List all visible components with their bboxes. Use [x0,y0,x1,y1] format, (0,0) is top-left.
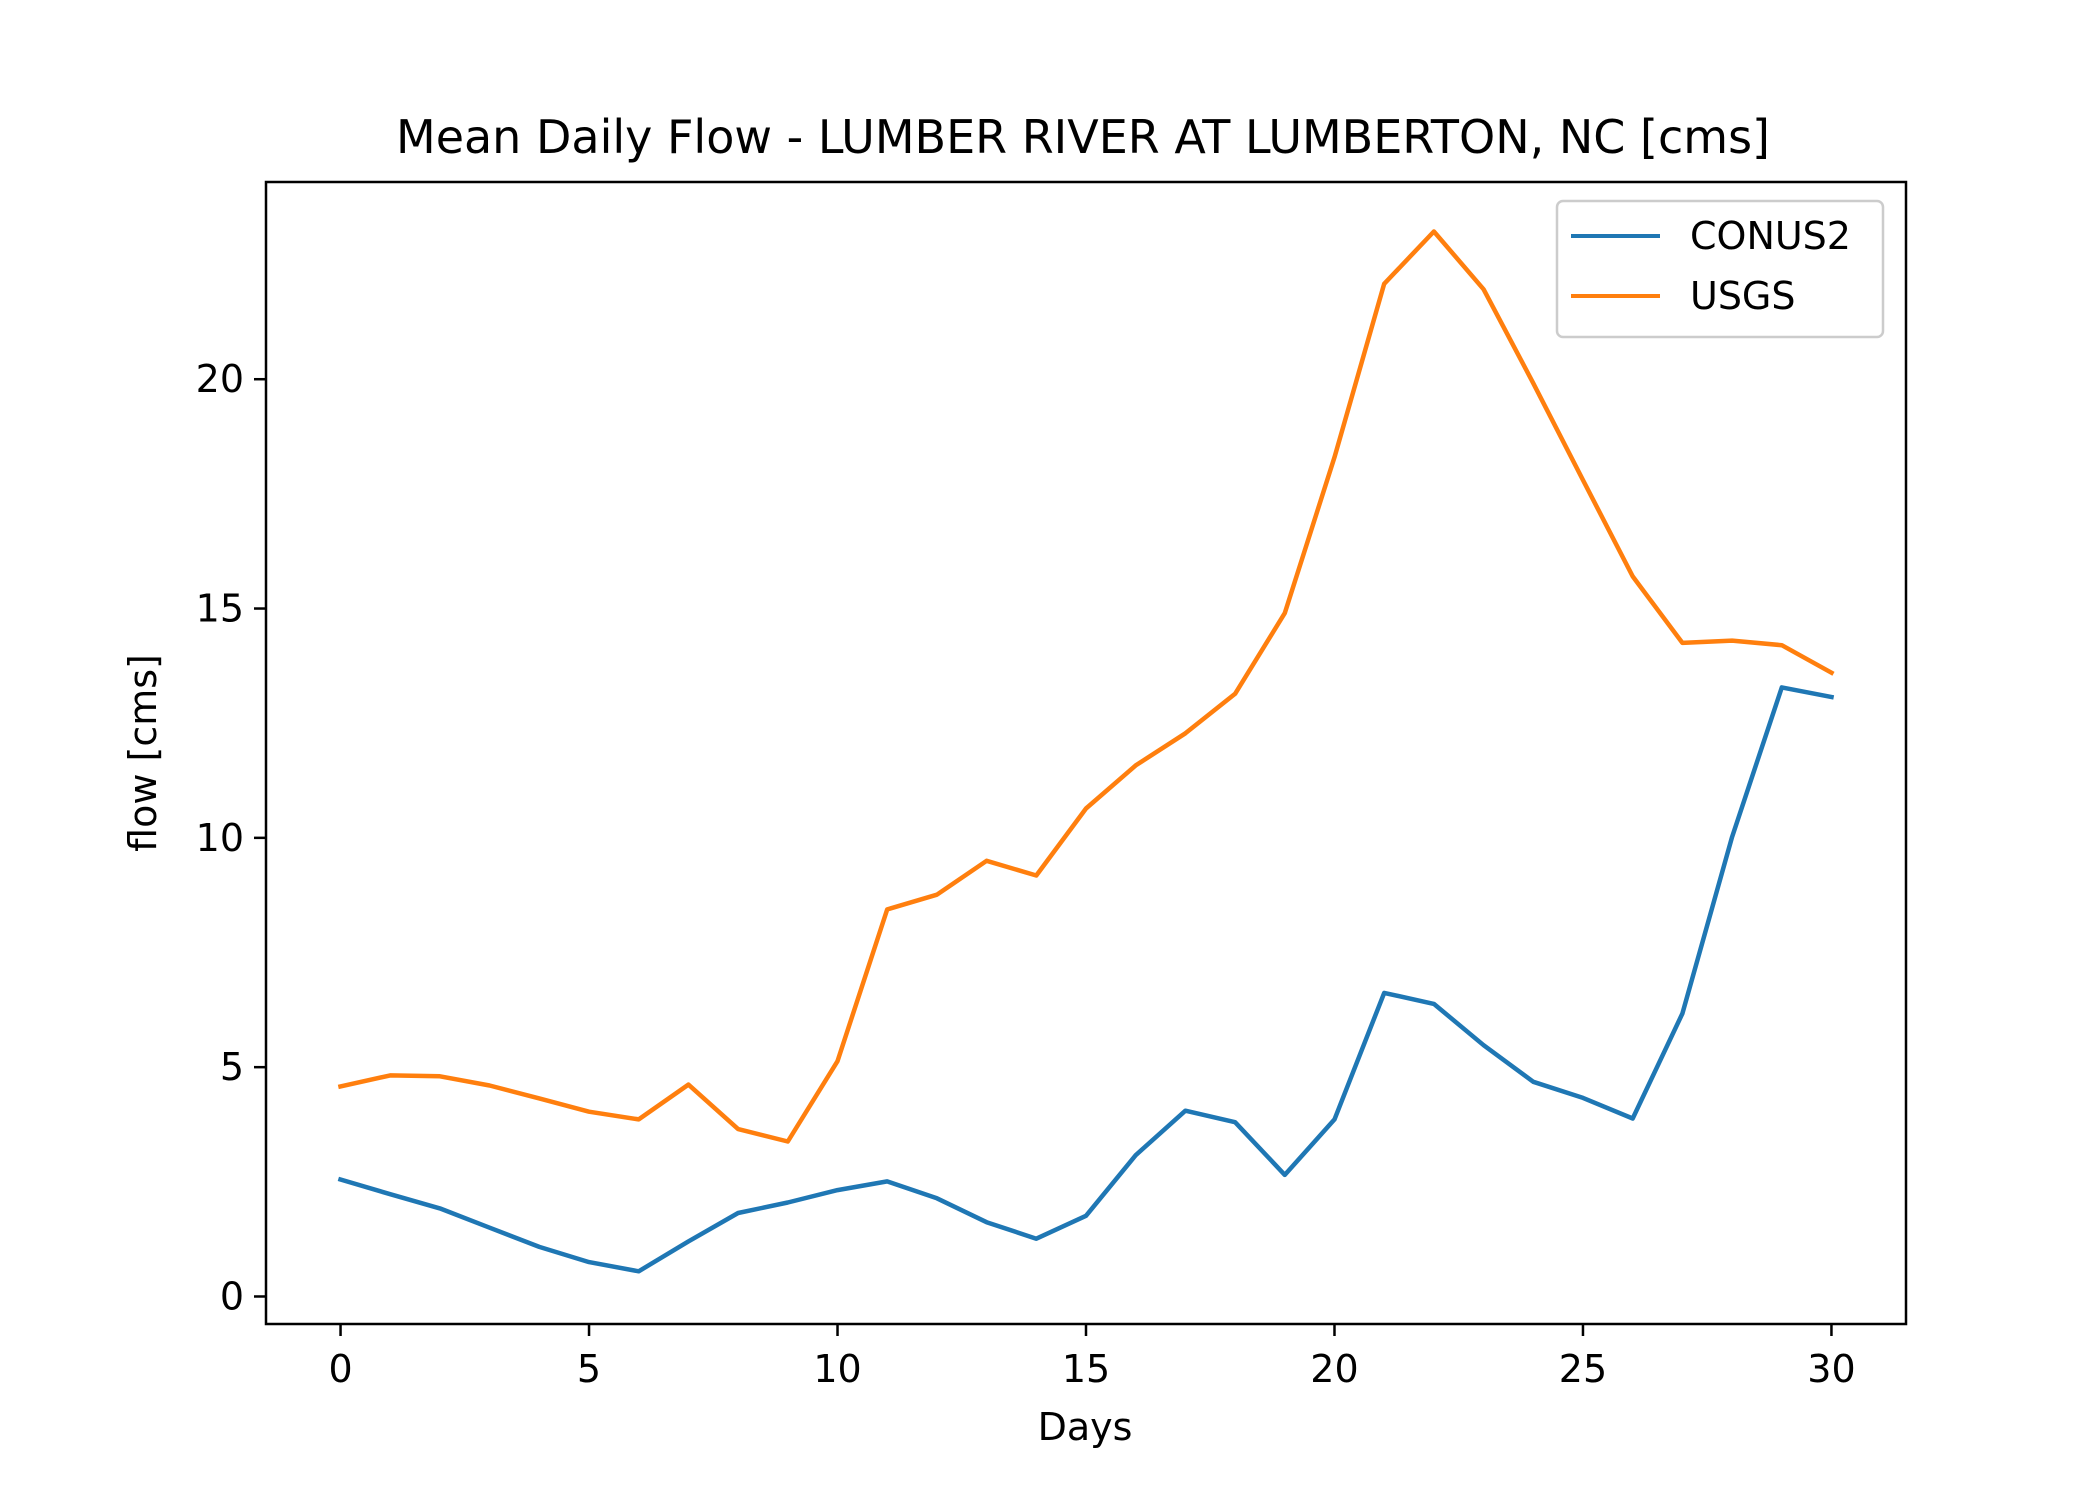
y-tick-label: 15 [196,587,244,631]
x-tick-label: 15 [1062,1347,1110,1391]
series-line-usgs [337,229,1835,1144]
x-tick-label: 5 [577,1347,601,1391]
legend-label-usgs: USGS [1690,274,1796,318]
x-tick-label: 25 [1559,1347,1607,1391]
x-tick-label: 0 [328,1347,352,1391]
plot-area [337,229,1835,1274]
axis-ticks: 0 5 10 15 20 25 30 0 5 10 15 20 [196,357,1856,1391]
y-axis-label: flow [cms] [121,654,165,852]
y-tick-label: 20 [196,357,244,401]
x-axis-label: Days [1038,1405,1133,1449]
series-line-conus2 [337,685,1835,1274]
y-tick-label: 10 [196,816,244,860]
legend-label-conus2: CONUS2 [1690,214,1851,258]
x-tick-label: 10 [813,1347,861,1391]
y-tick-label: 5 [220,1045,244,1089]
y-tick-label: 0 [220,1274,244,1318]
x-tick-label: 30 [1807,1347,1855,1391]
legend: CONUS2 USGS [1555,199,1885,339]
x-tick-label: 20 [1310,1347,1358,1391]
chart-title: Mean Daily Flow - LUMBER RIVER AT LUMBER… [396,110,1770,164]
